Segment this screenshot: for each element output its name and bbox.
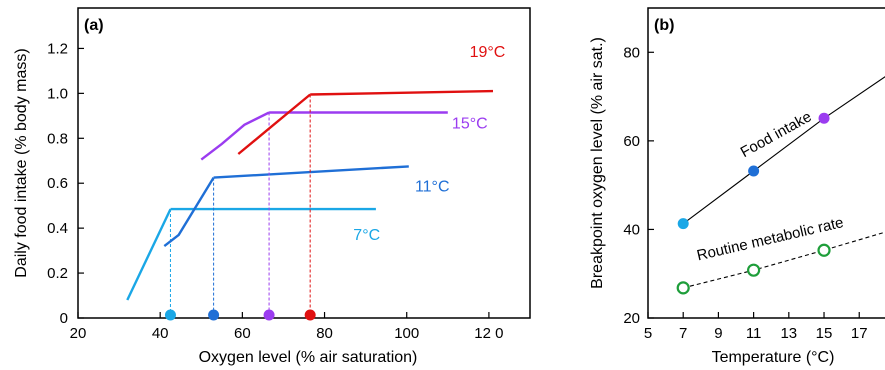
x-tick-label-b: 15 [816,325,833,342]
panel-b: 579111315171920406080Temperature (°C)Bre… [589,7,885,366]
series-line-19°C [310,89,494,96]
x-tick-label-a: 60 [234,325,251,342]
y-axis-label-a: Daily food intake (% body mass) [13,48,30,277]
series-label: 7°C [353,227,380,244]
series-label-routine-metabolic-rate: Routine metabolic rate [695,214,845,264]
x-tick-label-b: 13 [780,325,797,342]
series-line-7°C [126,208,172,301]
x-tick-label-b: 9 [714,325,722,342]
plot-frame-b [647,7,885,319]
y-tick-label-b: 60 [623,133,640,150]
plot-frame-a [77,7,531,319]
breakpoint-marker [208,309,220,321]
series-label: 15°C [452,116,488,133]
y-tick-label-a: 1.0 [47,85,68,102]
series-line-19°C [237,93,311,155]
x-axis-label-a: Oxygen level (% air saturation) [199,349,418,366]
panel-label-b: (b) [654,17,674,34]
x-tick-label-b: 5 [644,325,652,342]
x-tick-label-a: 40 [152,325,169,342]
x-tick-label-a: 100 [394,325,419,342]
series-label: 11°C [415,179,450,196]
x-tick-label-b: 17 [851,325,868,342]
y-tick-label-a: 0.2 [47,265,68,282]
y-tick-label-a: 0 [60,310,68,327]
x-tick-label-a: 12 0 [474,325,503,342]
y-tick-label-a: 1.2 [47,40,68,57]
panel-label-a: (a) [84,17,104,34]
breakpoint-marker [304,309,316,321]
data-point [747,263,761,277]
data-point [677,218,689,230]
x-tick-label-b: 7 [679,325,687,342]
panel-a: 20 40 60 80 100 12 0 0 0.2 0.4 0.6 0.8 1.0 1.2 Oxygen… [13,7,531,366]
series-line-food-intake [682,76,885,225]
y-tick-label-a: 0.6 [47,175,68,192]
series-label: 19°C [470,44,506,61]
x-tick-label-a: 80 [316,325,333,342]
series-line-15°C [200,111,270,161]
y-tick-label-b: 20 [623,310,640,327]
x-tick-label-b: 11 [746,325,762,342]
y-tick-label-a: 0.4 [47,220,68,237]
y-tick-label-b: 40 [623,221,640,238]
y-tick-label-a: 0.8 [47,130,68,147]
x-tick-label-a: 20 [70,325,87,342]
x-axis-label-b: Temperature (°C) [712,349,835,366]
y-axis-label-b: Breakpoint oxygen level (% air sat.) [589,37,606,289]
breakpoint-marker [164,309,176,321]
breakpoint-marker [263,309,275,321]
y-tick-label-b: 80 [623,44,640,61]
data-point [818,112,830,124]
series-line-11°C [163,176,215,248]
series-line-routine-metabolic-rate [683,231,885,289]
data-point [676,281,690,295]
series-line-11°C [213,165,409,179]
data-point [748,165,760,177]
data-point [817,243,831,257]
